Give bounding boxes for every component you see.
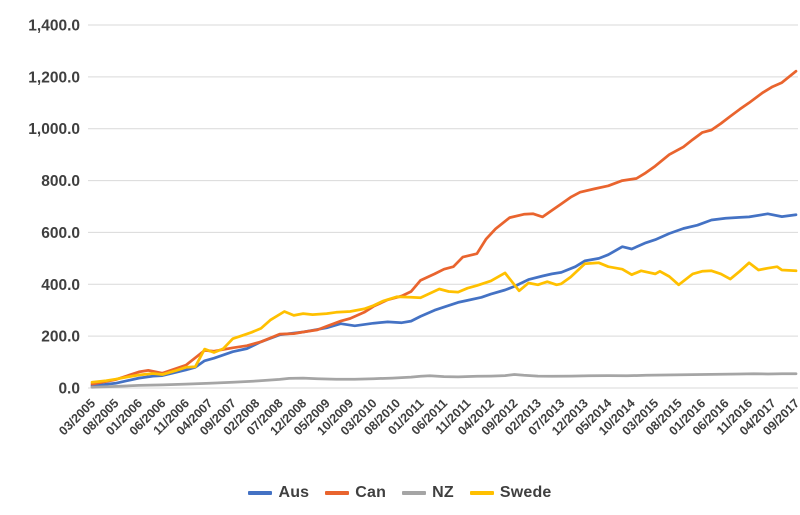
legend-swatch-aus	[248, 491, 273, 495]
y-axis-tick-label: 0.0	[58, 381, 80, 398]
y-axis-tick-label: 1,400.0	[28, 18, 80, 35]
series-line-nz	[90, 372, 798, 389]
y-axis-tick-label: 800.0	[41, 173, 80, 190]
legend-label: Aus	[278, 484, 310, 501]
legend-item-nz: NZ	[402, 484, 454, 502]
legend-label: Can	[355, 484, 387, 501]
y-axis-tick-label: 1,000.0	[28, 121, 80, 138]
legend-item-can: Can	[325, 484, 386, 502]
series-line-aus	[90, 212, 798, 388]
legend-swatch-can	[325, 491, 350, 495]
y-axis-tick-label: 200.0	[41, 329, 80, 346]
y-axis-tick-label: 600.0	[41, 225, 80, 242]
legend-label: NZ	[432, 484, 454, 501]
legend-label: Swede	[499, 484, 552, 501]
y-axis-tick-label: 1,200.0	[28, 69, 80, 86]
series-line-can	[90, 69, 798, 386]
chart-legend: Aus Can NZ Swede	[0, 484, 800, 502]
legend-item-aus: Aus	[248, 484, 309, 502]
legend-swatch-nz	[402, 491, 427, 495]
legend-item-swede: Swede	[469, 484, 552, 502]
y-axis-tick-label: 400.0	[41, 277, 80, 294]
series-line-swede	[90, 261, 798, 384]
legend-swatch-swede	[469, 491, 494, 495]
